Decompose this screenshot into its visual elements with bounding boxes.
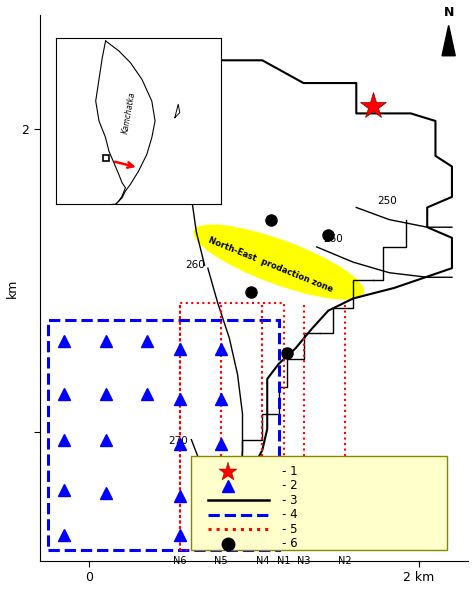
Text: - 5: - 5 [282,523,298,536]
Text: North-East  prodaction zone: North-East prodaction zone [207,236,334,294]
Bar [180,303,284,550]
Text: - 3: - 3 [282,494,298,507]
Text: - 1: - 1 [282,465,298,478]
FancyBboxPatch shape [191,456,447,550]
Text: - 4: - 4 [282,509,298,522]
Text: 260: 260 [323,234,343,244]
Text: 260: 260 [185,260,204,270]
Polygon shape [442,25,455,55]
Text: N3: N3 [297,556,310,566]
Text: 270: 270 [168,436,188,446]
Text: N1: N1 [277,556,291,566]
Text: N: N [444,6,454,19]
Text: - 6: - 6 [282,537,298,550]
Text: 250: 250 [378,196,398,206]
Text: N5: N5 [214,556,228,566]
Bar [48,320,279,550]
Text: 250: 250 [158,181,178,191]
Text: N6: N6 [173,556,187,566]
Y-axis label: km: km [6,278,18,297]
Ellipse shape [194,225,364,299]
Text: N4: N4 [255,556,269,566]
Text: N2: N2 [338,556,352,566]
Text: - 2: - 2 [282,480,298,493]
